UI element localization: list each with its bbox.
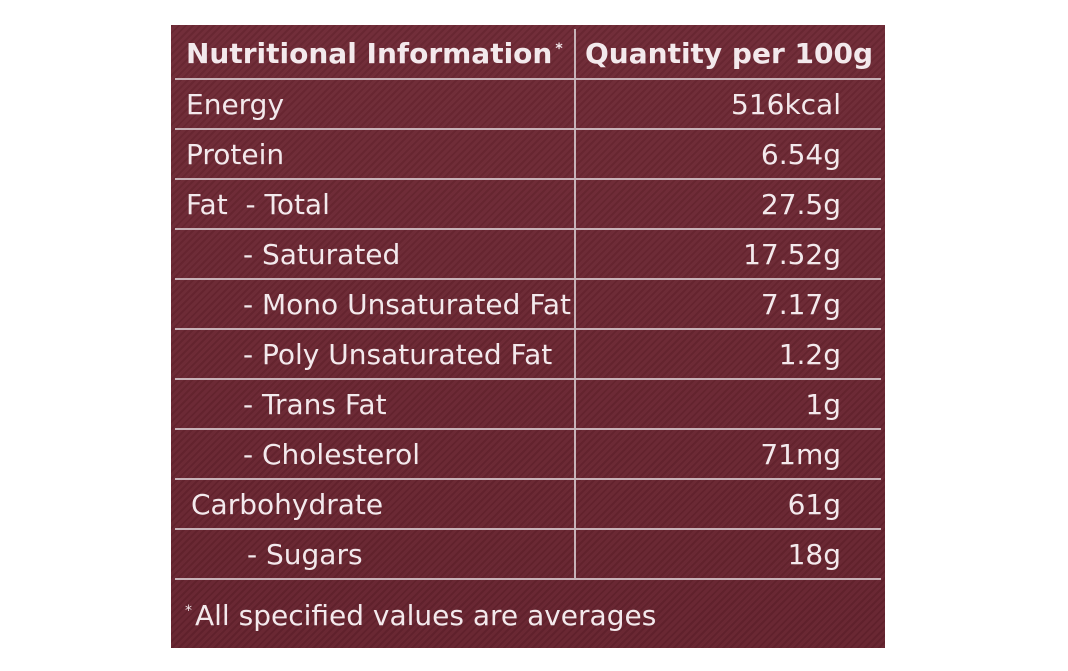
- nutrient-value: 1.2g: [574, 328, 881, 380]
- table-row: Carbohydrate 61g: [175, 478, 881, 530]
- nutrition-panel: Nutritional Information * Quantity per 10…: [171, 25, 885, 648]
- table-header-row: Nutritional Information * Quantity per 10…: [175, 29, 881, 80]
- footnote-text: All specified values are averages: [195, 599, 657, 632]
- nutrient-name: Carbohydrate: [175, 478, 575, 530]
- nutrient-value: 516kcal: [574, 78, 881, 130]
- header-quantity: Quantity per 100g: [574, 29, 881, 80]
- header-asterisk: *: [555, 40, 563, 57]
- nutrient-name: - Poly Unsaturated Fat: [175, 328, 575, 380]
- nutrient-value: 1g: [574, 378, 881, 430]
- nutrient-value: 27.5g: [574, 178, 881, 230]
- nutrient-value: 6.54g: [574, 128, 881, 180]
- nutrient-name: Energy: [175, 78, 575, 130]
- header-nutrient: Nutritional Information *: [175, 29, 575, 80]
- nutrient-name: - Cholesterol: [175, 428, 575, 480]
- nutrient-value: 17.52g: [574, 228, 881, 280]
- footnote-asterisk: *: [185, 602, 192, 619]
- table-row: Protein 6.54g: [175, 128, 881, 180]
- table-row: - Sugars 18g: [175, 528, 881, 580]
- table-row: - Mono Unsaturated Fat 7.17g: [175, 278, 881, 330]
- nutrition-table: Nutritional Information * Quantity per 10…: [175, 29, 881, 580]
- nutrient-name: Protein: [175, 128, 575, 180]
- nutrient-name: - Mono Unsaturated Fat: [175, 278, 575, 330]
- nutrient-value: 71mg: [574, 428, 881, 480]
- table-row: - Trans Fat 1g: [175, 378, 881, 430]
- nutrient-name: Fat - Total: [175, 178, 575, 230]
- footnote: * All specified values are averages: [185, 599, 656, 632]
- table-row: - Cholesterol 71mg: [175, 428, 881, 480]
- table-row: - Poly Unsaturated Fat 1.2g: [175, 328, 881, 380]
- nutrient-name: - Sugars: [175, 528, 575, 580]
- nutrient-name: - Saturated: [175, 228, 575, 280]
- nutrient-value: 18g: [574, 528, 881, 580]
- table-row: Energy 516kcal: [175, 78, 881, 130]
- table-row: - Saturated 17.52g: [175, 228, 881, 280]
- table-row: Fat - Total 27.5g: [175, 178, 881, 230]
- nutrient-value: 61g: [574, 478, 881, 530]
- nutrient-name: - Trans Fat: [175, 378, 575, 430]
- nutrient-value: 7.17g: [574, 278, 881, 330]
